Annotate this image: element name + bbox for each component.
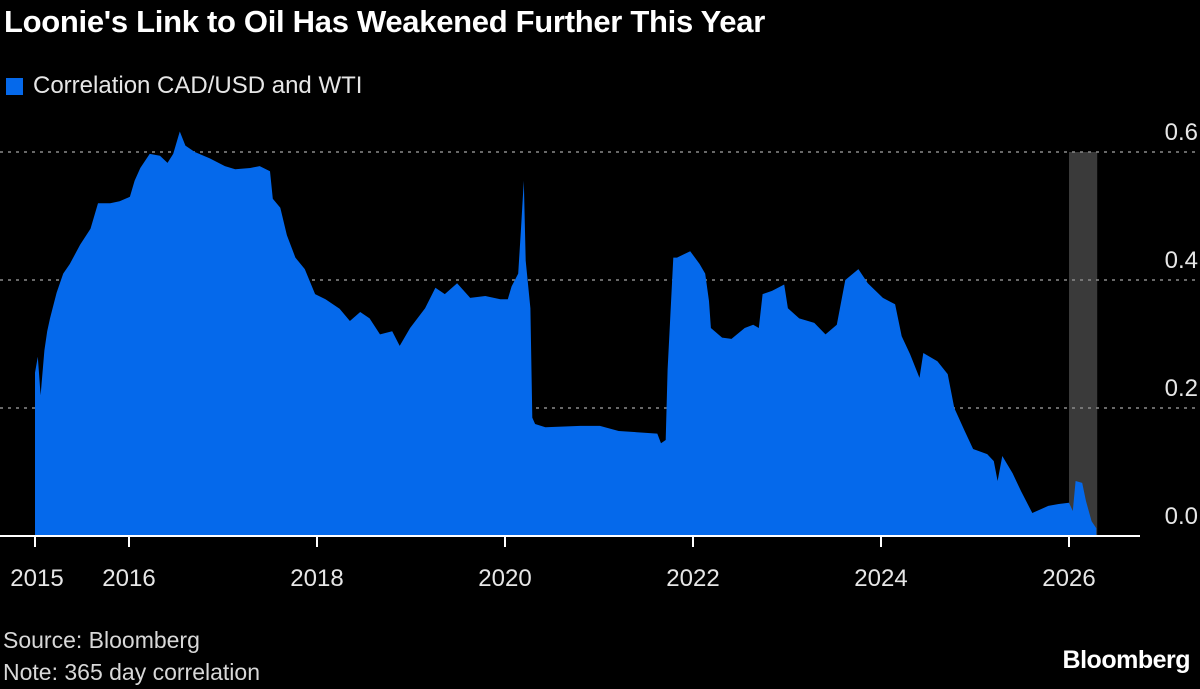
x-tick-label: 2024 [854, 565, 907, 592]
x-tick-label: 2022 [666, 565, 719, 592]
y-tick-label: 0.2 [1165, 375, 1198, 402]
x-tick-label: 2020 [478, 565, 531, 592]
y-tick-label: 0.6 [1165, 119, 1198, 146]
x-tick-label: 2016 [102, 565, 155, 592]
chart-title: Loonie's Link to Oil Has Weakened Furthe… [4, 4, 765, 39]
series-area [35, 131, 1097, 536]
shaded-period [1069, 152, 1098, 536]
x-tick-label: 2018 [290, 565, 343, 592]
y-tick-label: 0.4 [1165, 247, 1198, 274]
footnote: Note: 365 day correlation [3, 659, 260, 685]
x-tick-label: 2015 [10, 565, 63, 592]
source-note: Source: Bloomberg [3, 627, 200, 653]
legend: Correlation CAD/USD and WTI [6, 72, 362, 100]
y-tick-label: 0.0 [1165, 503, 1198, 530]
legend-label: Correlation CAD/USD and WTI [33, 72, 363, 99]
bloomberg-logo: Bloomberg [1062, 646, 1191, 674]
x-tick-label: 2026 [1042, 565, 1095, 592]
legend-swatch [6, 77, 23, 95]
